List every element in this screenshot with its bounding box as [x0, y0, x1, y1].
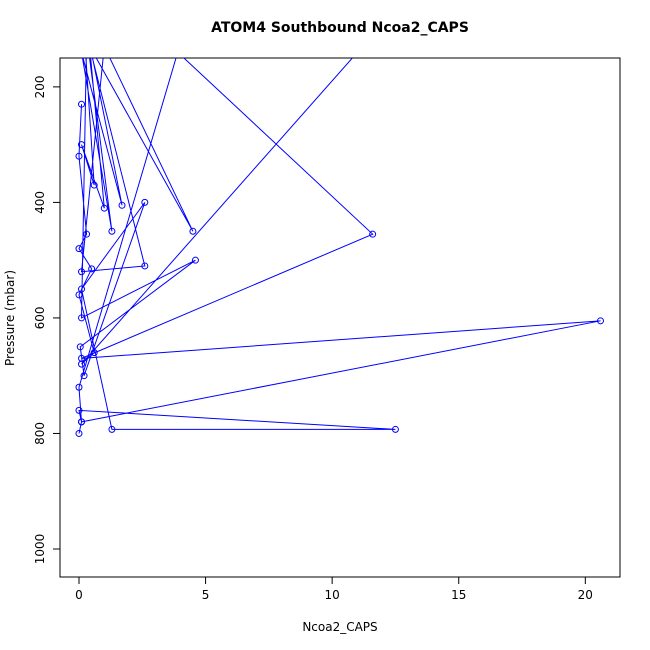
point [369, 230, 377, 238]
x-tick-label: 5 [202, 588, 210, 602]
point [80, 372, 88, 380]
point [78, 360, 86, 368]
point [597, 317, 605, 325]
y-tick-label: 1000 [33, 534, 47, 565]
x-tick-label: 0 [75, 588, 83, 602]
y-tick-label: 200 [33, 75, 47, 98]
point [78, 418, 86, 426]
point [141, 198, 149, 206]
y-tick-label: 600 [33, 306, 47, 329]
y-axis-label: Pressure (mbar) [3, 270, 17, 366]
plot-area [75, 26, 605, 437]
point [76, 343, 84, 351]
x-tick-label: 10 [325, 588, 340, 602]
chart-title: ATOM4 Southbound Ncoa2_CAPS [211, 20, 469, 36]
x-tick-label: 20 [578, 588, 593, 602]
point [83, 230, 91, 238]
point [75, 152, 83, 160]
plot-frame [59, 57, 621, 578]
point [189, 227, 197, 235]
point [191, 256, 199, 264]
y-tick-label: 400 [33, 191, 47, 214]
point [101, 43, 107, 49]
point [78, 268, 86, 276]
point [88, 265, 96, 273]
point [78, 285, 86, 293]
point [84, 38, 90, 44]
x-tick-label: 15 [451, 588, 466, 602]
point [108, 425, 116, 433]
point [75, 406, 83, 414]
point [75, 383, 83, 391]
point [75, 291, 83, 299]
point [391, 425, 399, 433]
point [75, 245, 83, 253]
point [175, 49, 181, 55]
point [141, 262, 149, 270]
point [100, 204, 108, 212]
point [84, 32, 90, 38]
x-axis-label: Ncoa2_CAPS [302, 620, 377, 634]
series-line [78, 58, 601, 434]
point [78, 314, 86, 322]
point [354, 49, 360, 55]
point [78, 141, 86, 149]
point [118, 201, 126, 209]
point [78, 100, 86, 108]
point [75, 429, 83, 437]
point [79, 49, 85, 55]
point [90, 181, 98, 189]
point [108, 227, 116, 235]
point [81, 26, 87, 32]
point [90, 349, 98, 357]
point [86, 38, 92, 44]
y-tick-label: 800 [33, 422, 47, 445]
